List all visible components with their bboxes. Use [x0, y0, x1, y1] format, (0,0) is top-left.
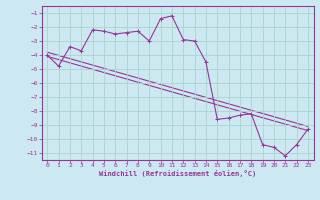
X-axis label: Windchill (Refroidissement éolien,°C): Windchill (Refroidissement éolien,°C)	[99, 170, 256, 177]
